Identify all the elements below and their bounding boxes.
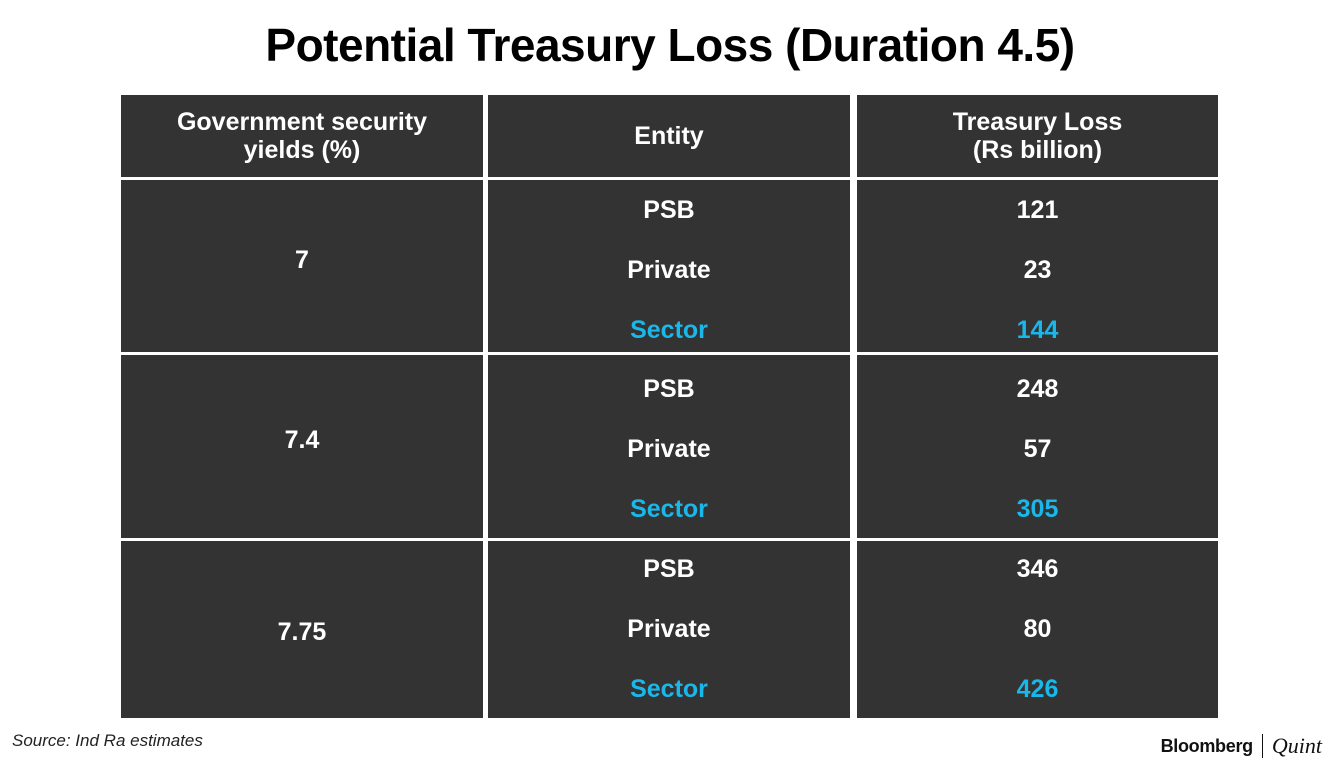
entity-label: PSB	[643, 555, 695, 583]
loss-value: 426	[1016, 675, 1059, 703]
yield-value: 7.4	[284, 426, 320, 454]
loss-value: 121	[1016, 196, 1059, 224]
brand-secondary: Quint	[1271, 733, 1322, 758]
loss-value: 57	[1023, 435, 1052, 463]
entity-label: Private	[627, 256, 711, 284]
entity-cell: PSB Private Sector	[488, 180, 850, 352]
yield-value: 7	[295, 245, 309, 274]
entity-label: Private	[627, 435, 711, 463]
loss-value: 23	[1023, 256, 1052, 284]
entity-label: Sector	[630, 316, 708, 344]
loss-cell: 248 57 305	[857, 355, 1218, 538]
entity-label: Private	[627, 615, 711, 643]
source-note: Source: Ind Ra estimates	[12, 731, 203, 750]
chart-title: Potential Treasury Loss (Duration 4.5)	[265, 19, 1075, 71]
brand-logo: Bloomberg Quint	[1161, 733, 1322, 759]
entity-label: PSB	[643, 375, 695, 403]
loss-value: 144	[1016, 316, 1059, 344]
yield-cell: 7	[121, 180, 483, 352]
column-header: Entity	[488, 95, 850, 177]
entity-cell: PSB Private Sector	[488, 541, 850, 718]
loss-value: 346	[1016, 555, 1059, 583]
entity-label: PSB	[643, 196, 695, 224]
column-header-line: Government security	[176, 108, 428, 136]
loss-value: 80	[1023, 615, 1052, 643]
column-header-line: (Rs billion)	[972, 136, 1103, 164]
treasury-loss-table: Government security yields (%) Entity Treas…	[121, 95, 1218, 718]
brand-divider	[1261, 734, 1263, 758]
entity-cell: PSB Private Sector	[488, 355, 850, 538]
entity-label: Sector	[630, 675, 708, 703]
column-header: Treasury Loss (Rs billion)	[857, 95, 1218, 177]
loss-value: 305	[1016, 495, 1059, 523]
column-header-line: Treasury Loss	[952, 108, 1123, 136]
brand-primary: Bloomberg	[1160, 735, 1254, 756]
yield-cell: 7.75	[121, 541, 483, 718]
yield-value: 7.75	[277, 617, 327, 646]
entity-label: Sector	[630, 495, 708, 523]
column-header-line: yields (%)	[243, 136, 361, 164]
loss-cell: 121 23 144	[857, 180, 1218, 352]
column-header-line: Entity	[634, 122, 704, 150]
column-header: Government security yields (%)	[121, 95, 483, 177]
yield-cell: 7.4	[121, 355, 483, 538]
loss-value: 248	[1016, 375, 1059, 403]
loss-cell: 346 80 426	[857, 541, 1218, 718]
